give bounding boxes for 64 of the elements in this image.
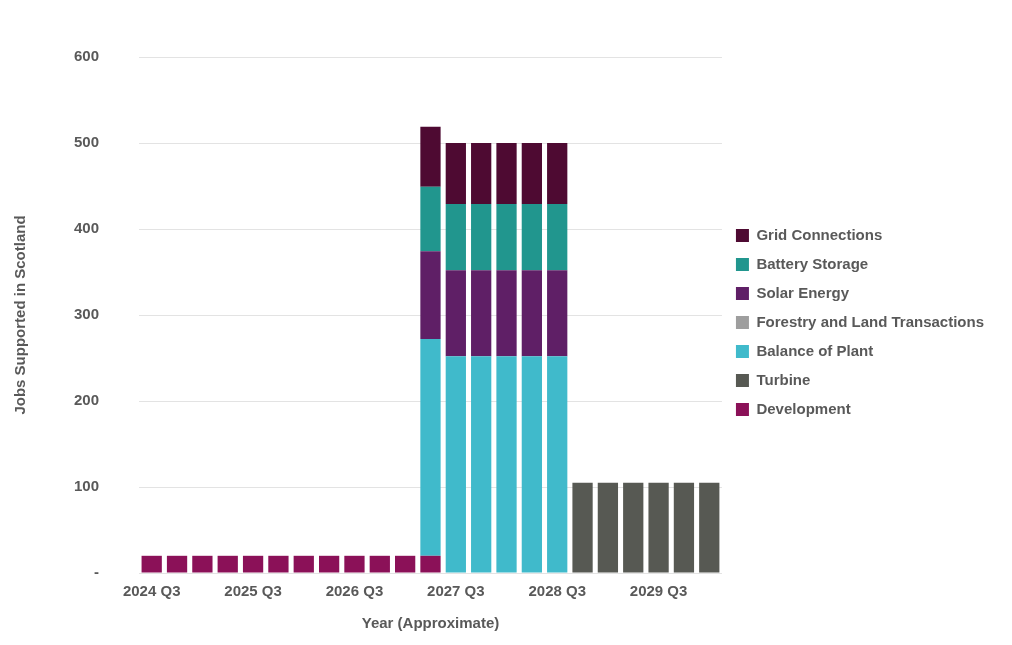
bar — [445, 204, 466, 271]
y-tick-label: 100 — [74, 477, 100, 495]
bar — [597, 482, 619, 573]
bar — [496, 204, 517, 271]
bar — [420, 126, 441, 187]
bar — [166, 555, 188, 573]
bar — [293, 555, 314, 573]
y-tick-label: - — [94, 563, 100, 581]
y-tick-label: 600 — [74, 47, 100, 65]
bar — [420, 555, 441, 573]
bar — [572, 482, 593, 573]
bar — [445, 143, 466, 205]
y-tick-label: 200 — [74, 391, 100, 409]
bar — [471, 356, 492, 573]
bar — [420, 339, 441, 556]
bar — [445, 356, 466, 573]
bar — [521, 204, 542, 271]
bar — [547, 270, 568, 357]
x-axis-title: Year (Approximate) — [361, 614, 500, 632]
bar — [496, 270, 517, 357]
x-tick-label: 2027 Q3 — [427, 582, 485, 600]
x-tick-label: 2028 Q3 — [528, 582, 586, 600]
bar — [521, 356, 542, 573]
bar — [673, 482, 695, 573]
legend-label: Battery Storage — [756, 254, 869, 272]
legend-label: Turbine — [756, 370, 811, 388]
bar — [496, 356, 517, 573]
y-axis-title: Jobs Supported in Scotland — [11, 215, 29, 415]
bar — [192, 555, 213, 573]
bar — [471, 204, 492, 271]
bar — [268, 555, 289, 573]
legend-label: Balance of Plant — [756, 341, 874, 359]
y-tick-label: 500 — [74, 133, 100, 151]
bar — [471, 143, 492, 205]
y-tick-label: 400 — [74, 219, 100, 237]
legend-label: Development — [756, 399, 851, 417]
legend-label: Forestry and Land Transactions — [756, 312, 985, 330]
bar — [699, 482, 720, 573]
bar — [547, 143, 568, 205]
bar — [344, 555, 365, 573]
bar — [242, 555, 264, 573]
bar — [496, 143, 517, 205]
bar — [395, 555, 416, 573]
legend-label: Solar Energy — [756, 283, 850, 301]
legend-label: Grid Connections — [756, 225, 883, 243]
x-tick-label: 2024 Q3 — [122, 582, 181, 600]
bar — [471, 270, 492, 357]
bar — [420, 251, 441, 340]
bar — [420, 186, 441, 252]
bar — [623, 482, 644, 573]
bar — [547, 204, 568, 271]
bar — [521, 270, 542, 357]
bar — [141, 555, 162, 573]
bar — [521, 143, 542, 205]
y-tick-label: 300 — [74, 305, 100, 323]
x-tick-label: 2029 Q3 — [629, 582, 688, 600]
bar — [369, 555, 390, 573]
bar — [648, 482, 669, 573]
bar — [547, 356, 568, 573]
bar — [217, 555, 238, 573]
bar — [318, 555, 340, 573]
x-tick-label: 2025 Q3 — [224, 582, 282, 600]
bar — [445, 270, 466, 357]
x-tick-label: 2026 Q3 — [325, 582, 384, 600]
